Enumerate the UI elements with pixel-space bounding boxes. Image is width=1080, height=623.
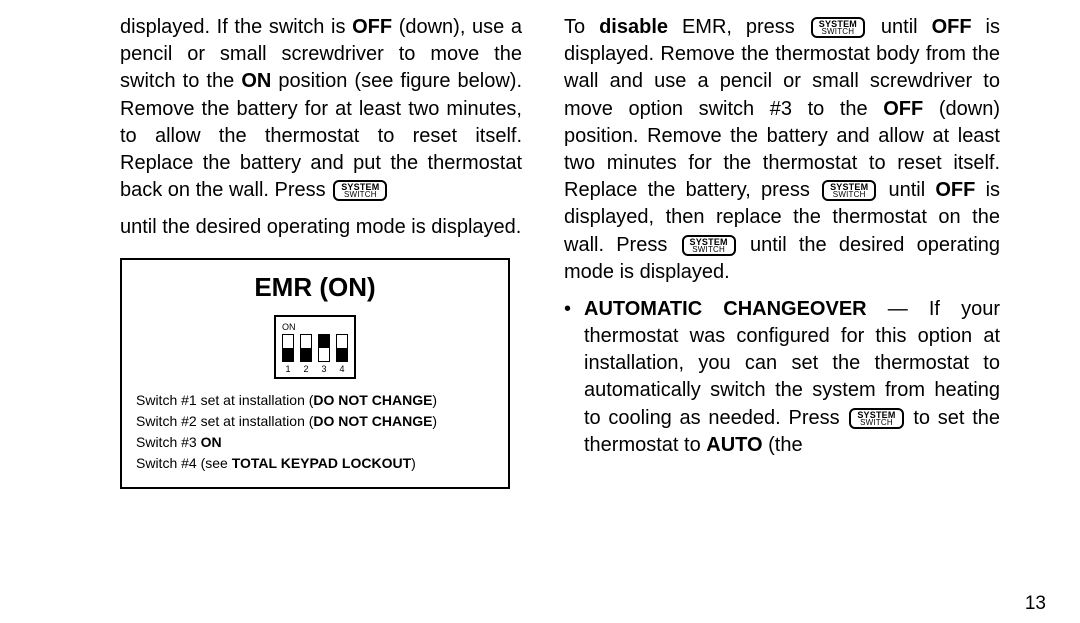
button-line2: SWITCH [690, 246, 728, 254]
button-line2: SWITCH [341, 191, 379, 199]
system-switch-button-icon: SYSTEMSWITCH [811, 17, 865, 38]
text: (the [763, 434, 803, 456]
system-switch-button-icon: SYSTEMSWITCH [682, 235, 736, 256]
text: until [878, 179, 935, 201]
bullet-body: AUTOMATIC CHANGEOVER — If your thermosta… [584, 296, 1000, 459]
figure-note-4: Switch #4 (see TOTAL KEYPAD LOCKOUT) [136, 454, 494, 473]
text-bold: ON [241, 70, 271, 92]
page-number: 13 [1025, 591, 1046, 617]
figure-note-1: Switch #1 set at installation (DO NOT CH… [136, 391, 494, 410]
dip-switch-2: 2 [300, 334, 312, 375]
text-bold: ON [201, 434, 222, 450]
text-bold: OFF [352, 16, 392, 38]
text: Switch #3 [136, 434, 201, 450]
figure-title: EMR (ON) [136, 270, 494, 305]
left-column: displayed. If the switch is OFF (down), … [0, 0, 540, 623]
text: EMR, press [668, 16, 809, 38]
dip-num: 4 [339, 363, 344, 375]
dip-slot [318, 334, 330, 362]
text: until [867, 16, 932, 38]
text-bold: AUTOMATIC CHANGEOVER [584, 298, 867, 320]
right-paragraph-2: • AUTOMATIC CHANGEOVER — If your thermos… [564, 296, 1000, 459]
text: ) [432, 413, 437, 429]
text: ) [411, 455, 416, 471]
dip-switch-1: 1 [282, 334, 294, 375]
dip-thumb-down [301, 348, 311, 361]
text-bold: TOTAL KEYPAD LOCKOUT [232, 455, 411, 471]
dip-switch-3: 3 [318, 334, 330, 375]
text: Switch #1 set at installation ( [136, 392, 313, 408]
text: ) [432, 392, 437, 408]
page: displayed. If the switch is OFF (down), … [0, 0, 1080, 623]
right-column: To disable EMR, press SYSTEMSWITCH until… [540, 0, 1080, 623]
button-line2: SWITCH [857, 419, 895, 427]
text: Switch #4 (see [136, 455, 232, 471]
text-bold: disable [599, 16, 668, 38]
text: To [564, 16, 599, 38]
text-bold: OFF [883, 98, 923, 120]
dip-slot [336, 334, 348, 362]
dip-slot [300, 334, 312, 362]
dip-thumb-down [337, 348, 347, 361]
dip-num: 1 [285, 363, 290, 375]
dip-switch-4: 4 [336, 334, 348, 375]
emr-figure: EMR (ON) ON 1 2 [120, 258, 510, 489]
figure-note-3: Switch #3 ON [136, 433, 494, 452]
text: displayed. If the switch is [120, 16, 352, 38]
dip-num: 3 [321, 363, 326, 375]
dip-thumb-up [319, 335, 329, 348]
system-switch-button-icon: SYSTEMSWITCH [333, 180, 387, 201]
system-switch-button-icon: SYSTEMSWITCH [849, 408, 903, 429]
dip-switch-diagram: ON 1 2 3 [136, 315, 494, 379]
system-switch-button-icon: SYSTEMSWITCH [822, 180, 876, 201]
dip-on-label: ON [282, 321, 348, 333]
bullet-icon: • [564, 296, 584, 459]
left-paragraph-1: displayed. If the switch is OFF (down), … [120, 14, 522, 204]
figure-note-2: Switch #2 set at installation (DO NOT CH… [136, 412, 494, 431]
left-paragraph-1b: until the desired operating mode is dis­… [120, 214, 522, 241]
text-bold: DO NOT CHANGE [313, 413, 432, 429]
dip-num: 2 [303, 363, 308, 375]
right-paragraph-1: To disable EMR, press SYSTEMSWITCH until… [564, 14, 1000, 286]
button-line2: SWITCH [819, 28, 857, 36]
text-bold: AUTO [706, 434, 762, 456]
dip-thumb-down [283, 348, 293, 361]
text-bold: DO NOT CHANGE [313, 392, 432, 408]
dip-switch-box: ON 1 2 3 [274, 315, 356, 379]
dip-switch-row: 1 2 3 4 [282, 334, 348, 375]
figure-notes: Switch #1 set at installation (DO NOT CH… [136, 391, 494, 473]
text: Switch #2 set at installation ( [136, 413, 313, 429]
button-line2: SWITCH [830, 191, 868, 199]
dip-slot [282, 334, 294, 362]
text-bold: OFF [932, 16, 972, 38]
text-bold: OFF [935, 179, 975, 201]
